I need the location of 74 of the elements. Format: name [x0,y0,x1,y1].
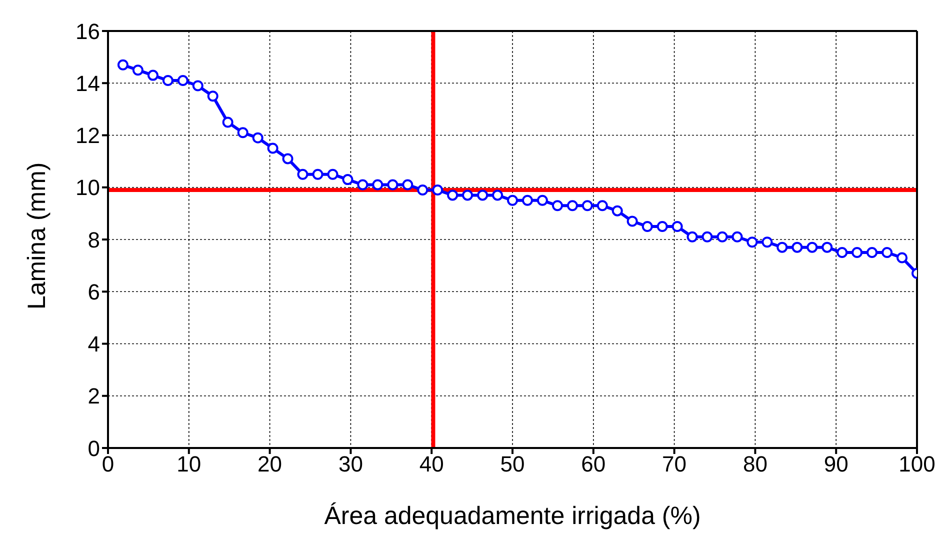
point [462,190,474,201]
point [626,216,638,227]
point [552,200,563,212]
point [267,142,278,154]
point [417,184,428,196]
y-tick-label: 6 [88,279,100,304]
point [656,220,668,232]
point [672,220,683,232]
point [492,190,504,201]
point [162,75,174,86]
point [477,190,488,201]
point [612,205,623,216]
point [686,231,698,242]
point [852,247,863,258]
point [342,174,354,186]
point [762,236,773,248]
x-axis-title: Área adequadamente irrigada (%) [324,502,701,530]
point [536,194,548,206]
point [282,153,294,164]
x-tick-label: 10 [176,452,202,477]
point [792,242,803,253]
point [522,194,533,206]
point [207,90,218,102]
point [566,200,578,212]
point [582,200,593,212]
y-tick-label: 8 [88,227,100,252]
point [836,247,848,258]
point [507,194,518,206]
point [237,127,248,138]
x-tick-label: 70 [662,452,687,477]
y-tick-label: 10 [76,175,100,200]
point [642,220,653,232]
y-tick-label: 0 [88,436,100,461]
x-tick-label: 40 [419,452,444,477]
point [372,179,384,190]
point [746,236,758,248]
x-tick-label: 80 [742,452,768,477]
point [132,64,144,76]
point [822,242,833,253]
point [896,252,908,264]
point [447,190,458,201]
point [882,247,893,258]
point [776,242,788,253]
point [732,231,743,242]
y-tick-label: 4 [88,332,100,357]
point [252,132,264,144]
point [357,179,368,190]
point [596,200,608,212]
y-tick-label: 16 [76,18,100,44]
x-tick-label: 20 [258,452,282,477]
point [866,247,878,258]
point [177,75,188,86]
point [806,242,818,253]
x-tick-label: 30 [338,452,363,477]
point [327,168,338,180]
point [117,59,128,70]
y-axis-title: Lamina (mm) [22,162,51,310]
x-tick-label: 50 [500,452,525,477]
point [432,184,444,196]
x-tick-label: 90 [824,452,848,477]
point [312,168,324,180]
point [192,80,204,92]
x-tick-label: 60 [581,452,606,477]
point [387,179,398,190]
y-tick-label: 12 [76,123,100,148]
point [147,70,158,81]
point [402,179,414,190]
point [222,116,234,128]
y-tick-label: 2 [88,384,100,409]
point [702,231,713,242]
y-tick-label: 14 [76,70,100,96]
point [297,168,308,180]
point [716,231,728,242]
x-tick-label: 100 [898,452,936,477]
